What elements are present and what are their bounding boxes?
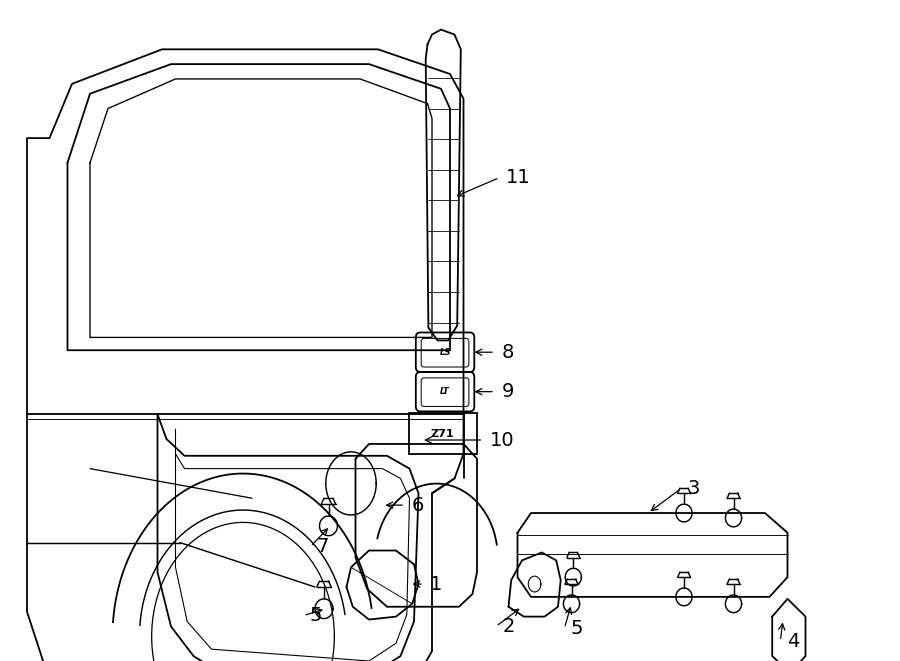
Text: 3: 3 [688,479,700,498]
Text: 7: 7 [317,537,329,556]
Text: 6: 6 [411,496,424,515]
Text: LT: LT [440,387,450,396]
Text: 9: 9 [501,382,514,401]
Text: 4: 4 [787,632,799,651]
Text: 1: 1 [430,574,443,594]
Text: 5: 5 [310,606,322,625]
Text: 2: 2 [502,617,515,636]
Text: 8: 8 [501,342,514,362]
Text: 11: 11 [506,168,531,187]
Text: 10: 10 [490,430,514,449]
Text: 5: 5 [571,619,583,638]
Text: LS: LS [439,348,451,357]
Text: Z71: Z71 [431,428,454,439]
